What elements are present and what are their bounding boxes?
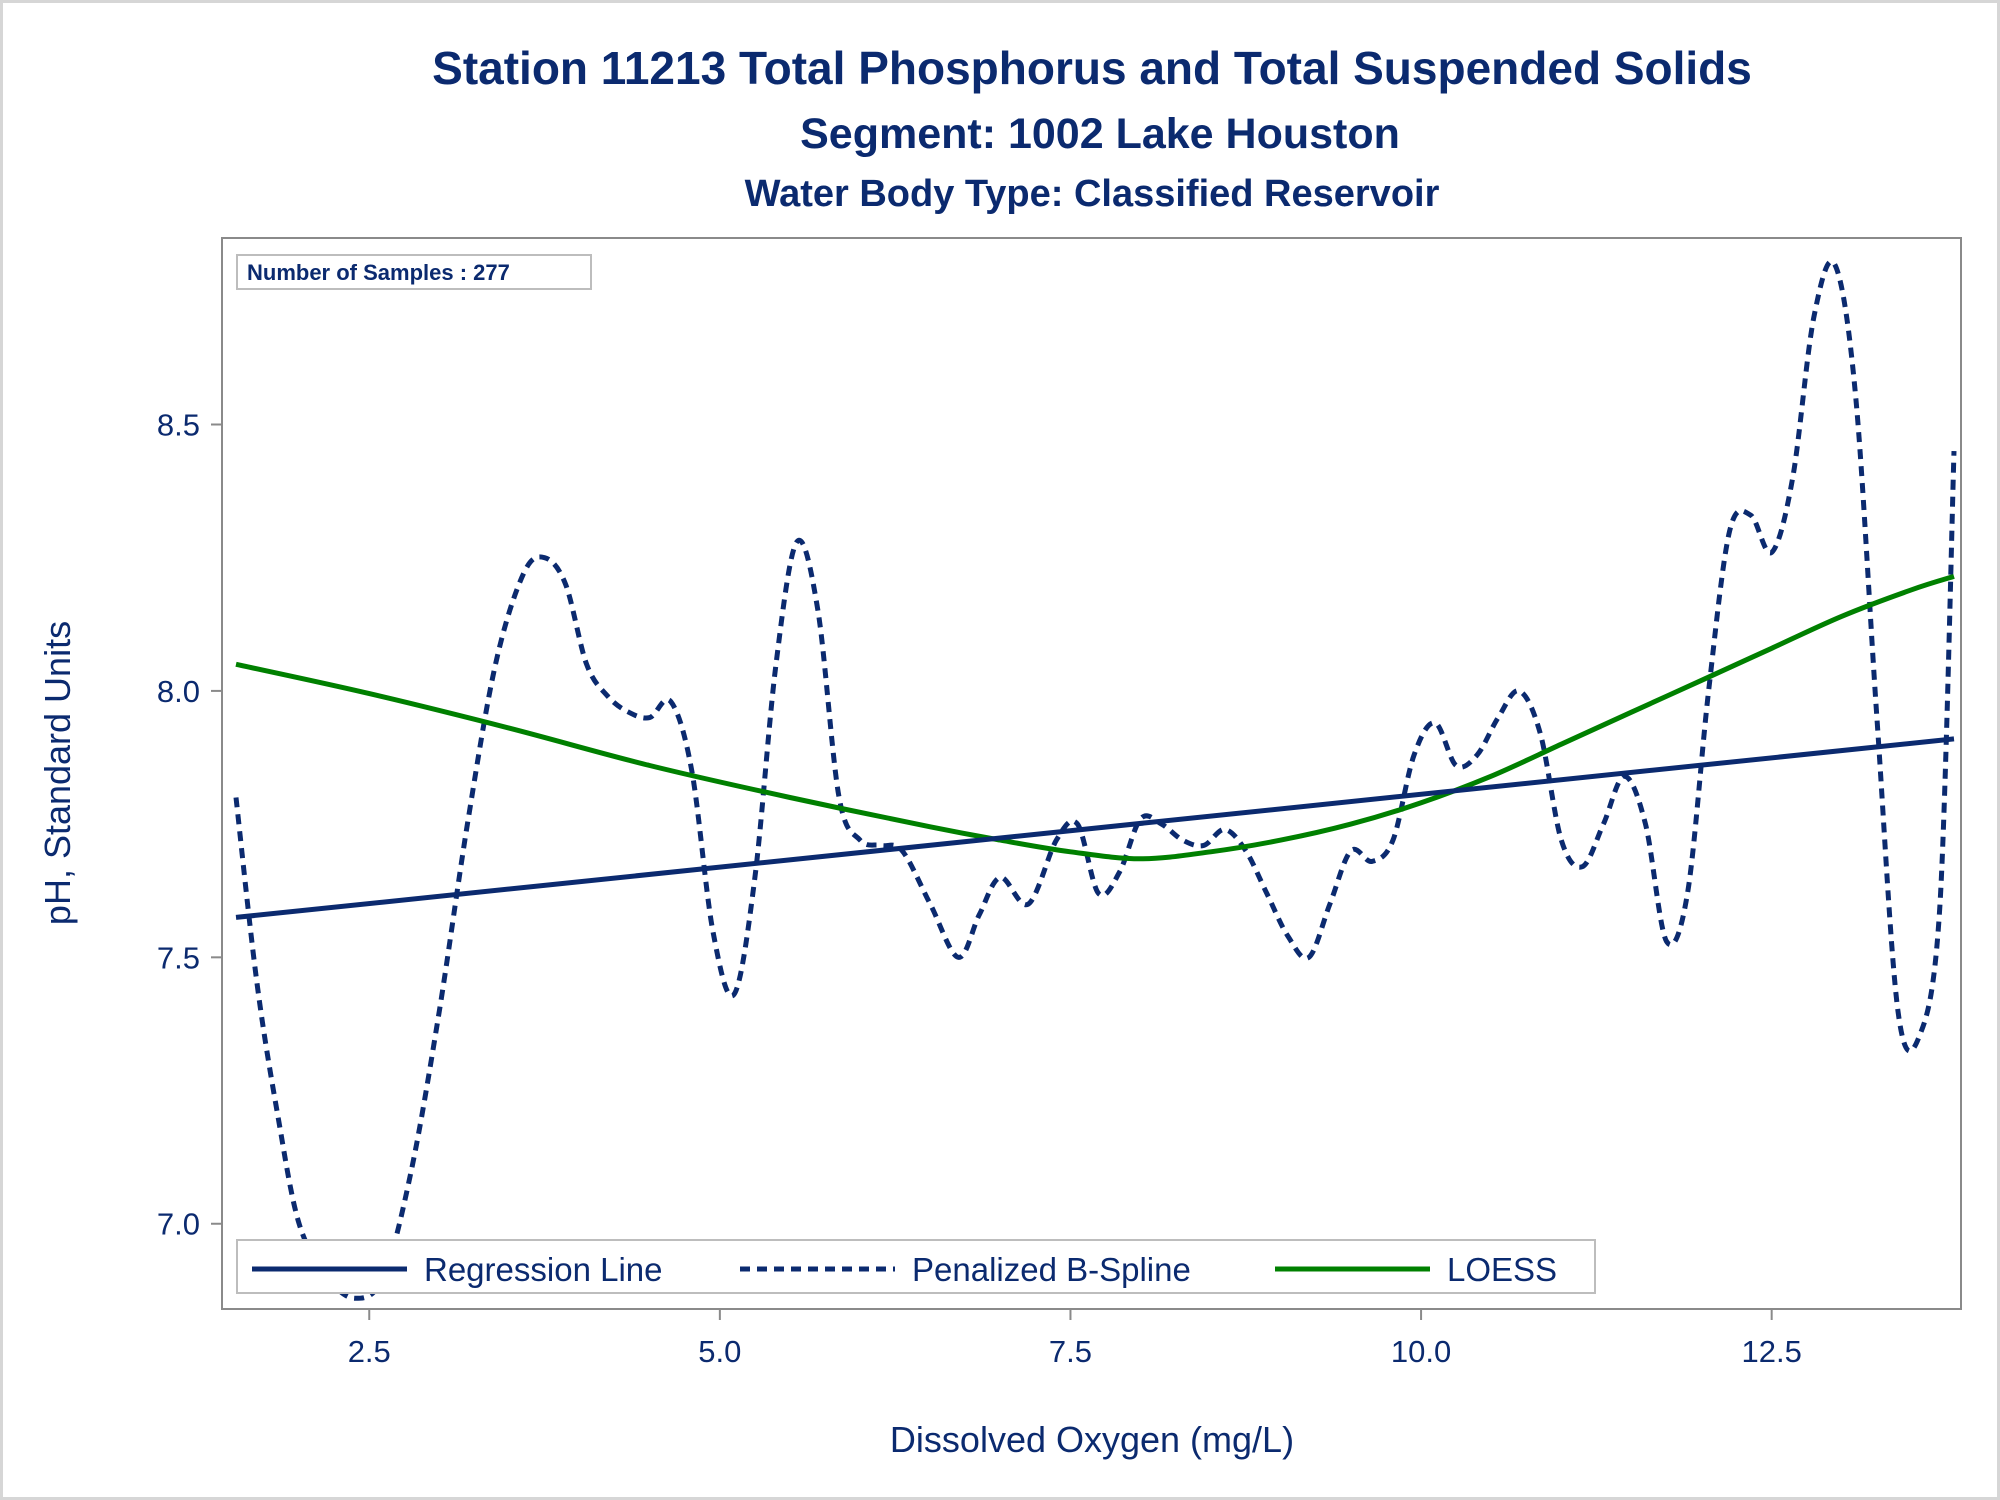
chart-subtitle: Segment: 1002 Lake Houston xyxy=(800,110,1400,158)
x-axis: 2.5 5.0 7.5 10.0 12.5 xyxy=(348,1309,1802,1369)
sample-count-box xyxy=(236,254,592,290)
y-tick-label: 7.5 xyxy=(157,940,200,975)
series-line-penalized-b-spline xyxy=(233,259,1957,1301)
x-tick-label: 2.5 xyxy=(348,1334,391,1369)
chart-subtitle-2: Water Body Type: Classified Reservoir xyxy=(745,173,1440,215)
sample-count-note: Number of Samples : 277 xyxy=(236,254,592,290)
legend-label: Penalized B-Spline xyxy=(912,1251,1191,1288)
y-axis: 7.0 7.5 8.0 8.5 xyxy=(157,407,222,1242)
y-tick-label: 7.0 xyxy=(157,1207,200,1242)
plot-border xyxy=(221,237,1962,1310)
legend-label: Regression Line xyxy=(424,1251,662,1288)
y-tick-label: 8.5 xyxy=(157,407,200,442)
x-tick-label: 10.0 xyxy=(1391,1334,1451,1369)
series-layer xyxy=(233,259,1957,1301)
series-line-regression-line xyxy=(235,736,1955,920)
legend: Regression Line Penalized B-Spline LOESS xyxy=(236,1239,1596,1294)
sample-count-text: Number of Samples : 277 xyxy=(247,260,510,285)
x-tick-label: 12.5 xyxy=(1742,1334,1802,1369)
y-axis-label: pH, Standard Units xyxy=(37,621,78,925)
x-tick-label: 5.0 xyxy=(698,1334,741,1369)
x-tick-label: 7.5 xyxy=(1049,1334,1092,1369)
legend-box xyxy=(236,1239,1596,1294)
y-tick-label: 8.0 xyxy=(157,674,200,709)
legend-label: LOESS xyxy=(1447,1251,1557,1288)
series-line-loess xyxy=(235,574,1955,862)
chart-title: Station 11213 Total Phosphorus and Total… xyxy=(432,42,1752,94)
plot-area xyxy=(221,237,1962,1310)
x-axis-label: Dissolved Oxygen (mg/L) xyxy=(890,1419,1294,1460)
